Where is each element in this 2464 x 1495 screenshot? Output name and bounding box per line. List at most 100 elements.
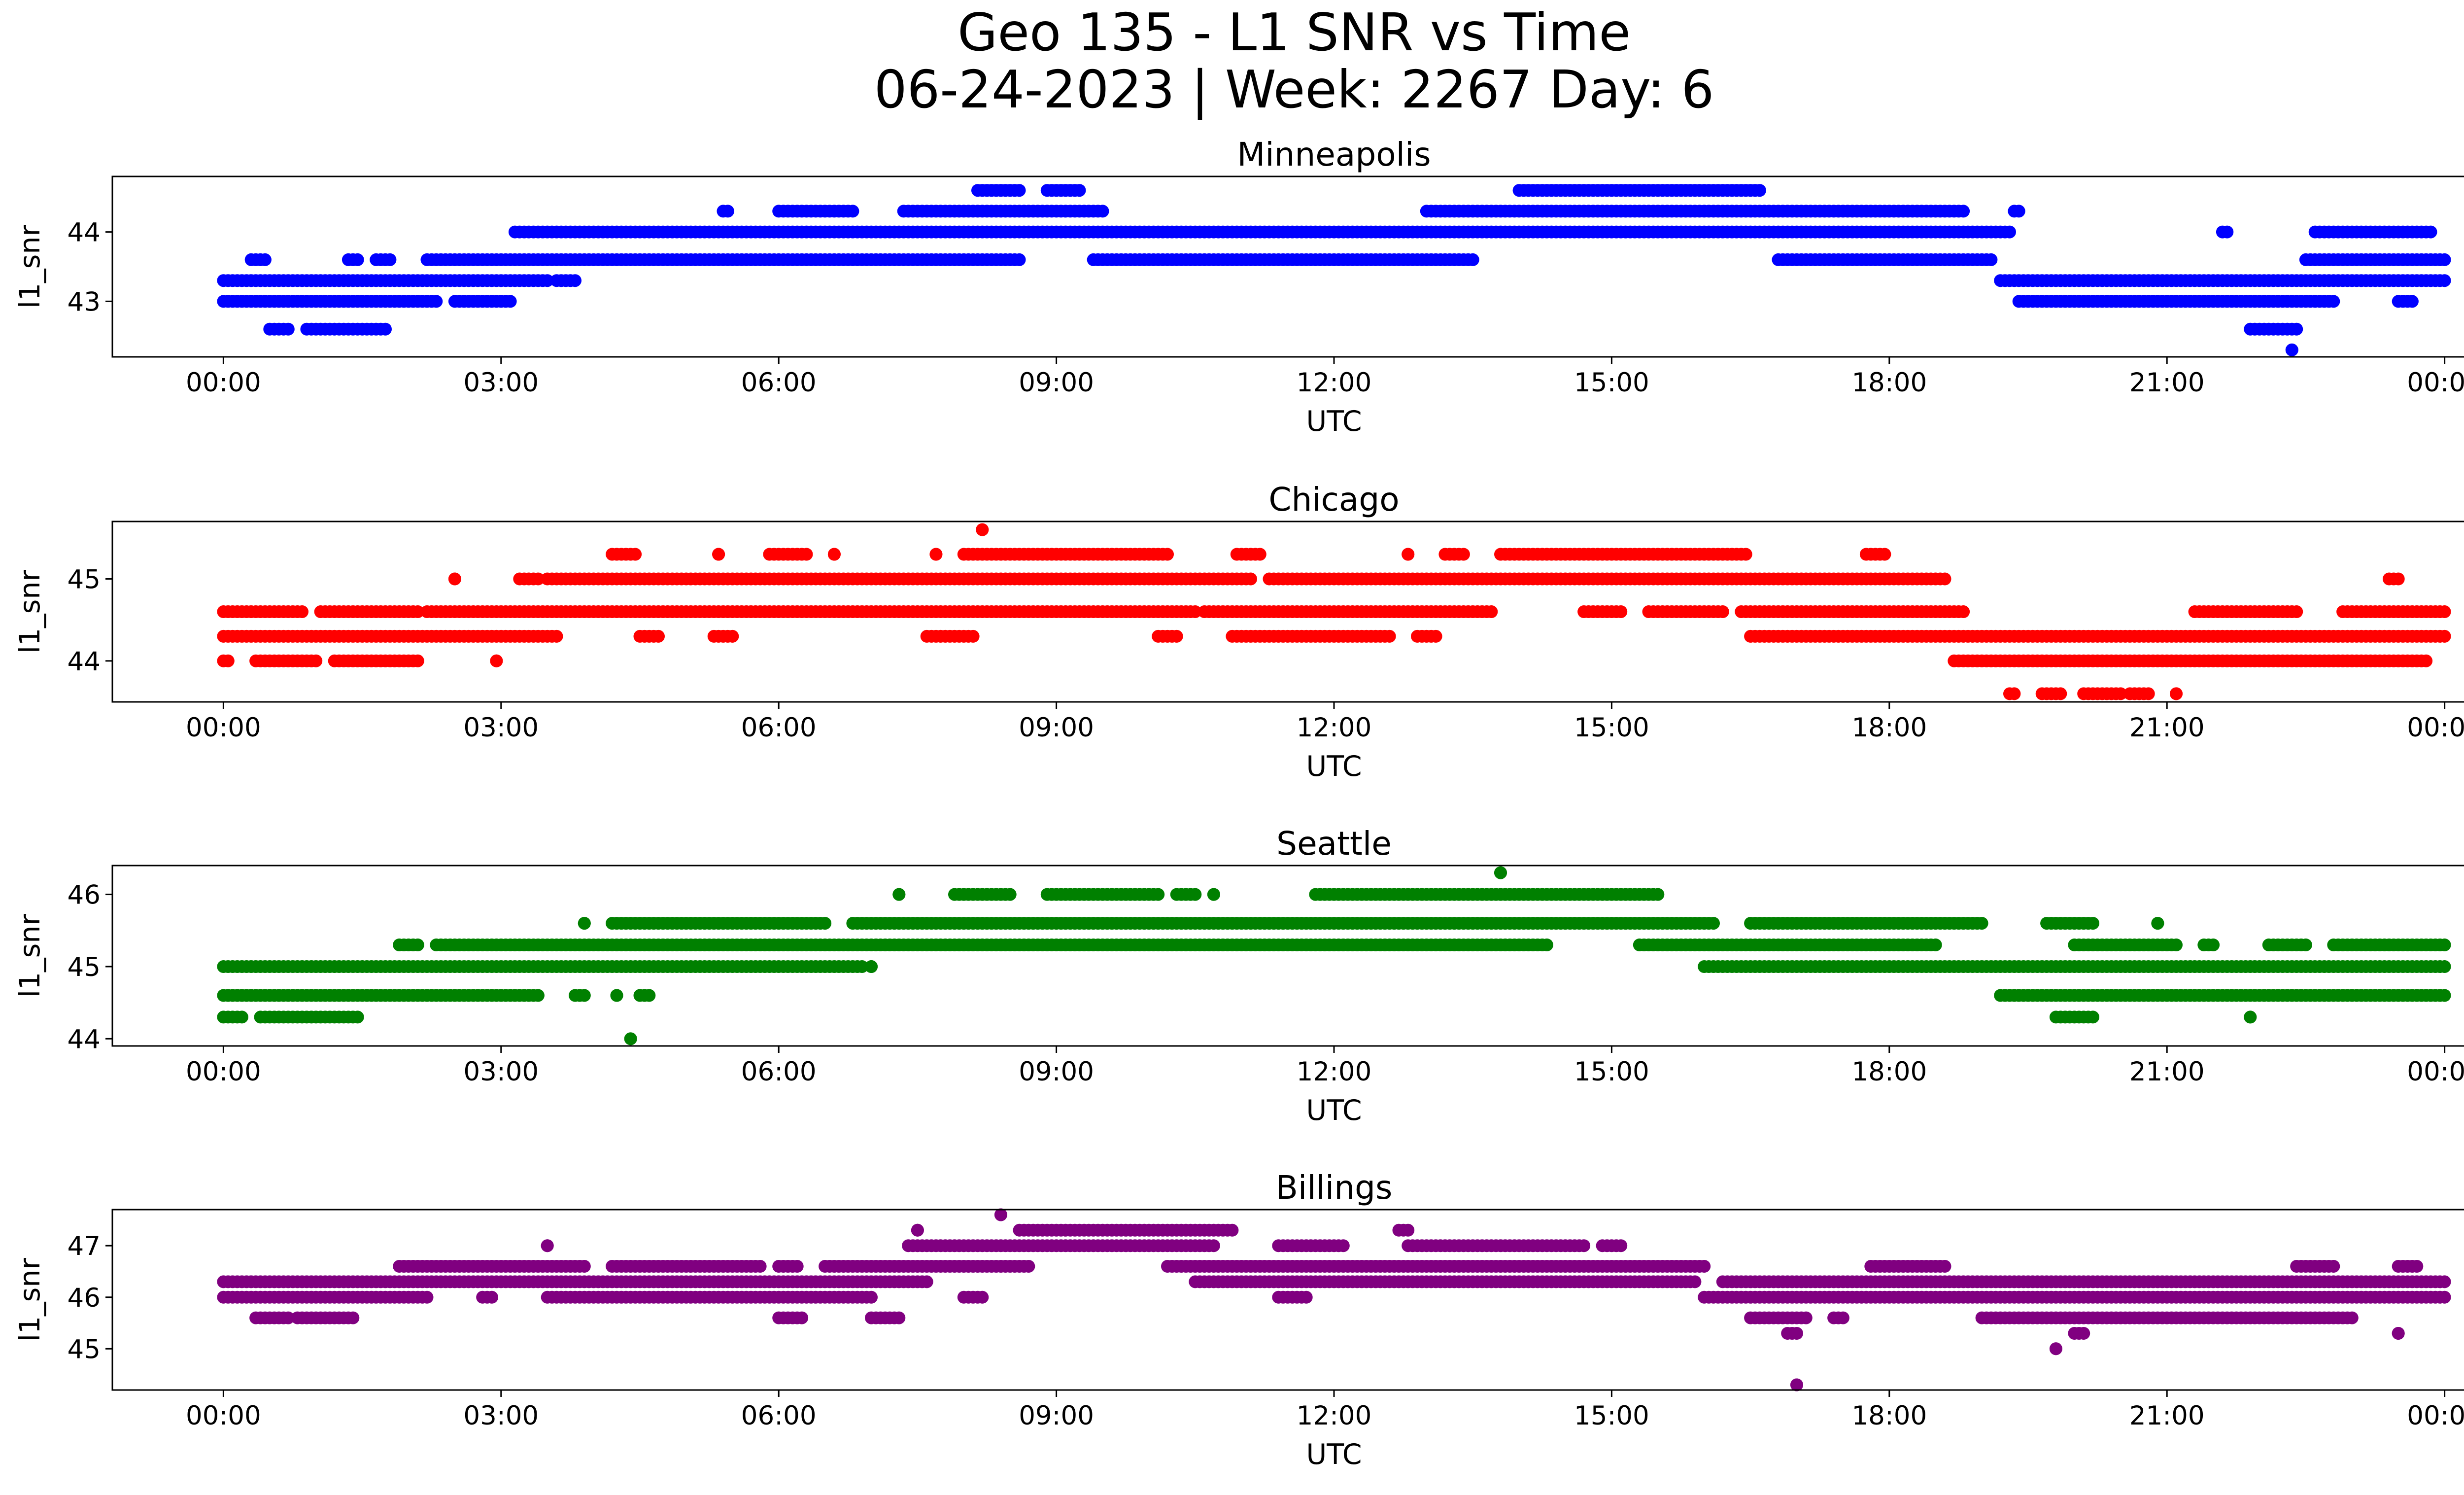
y-tick-label: 44 [68, 218, 101, 248]
x-tick-label: 06:00 [741, 368, 817, 398]
data-point [2170, 687, 2183, 700]
data-point [865, 1290, 878, 1304]
data-point [2392, 572, 2405, 586]
data-point [383, 253, 397, 266]
data-point [1022, 1260, 1035, 1273]
x-tick-label: 15:00 [1574, 713, 1649, 743]
data-point [2438, 605, 2451, 618]
data-point [1957, 605, 1970, 618]
data-point [351, 1010, 364, 1024]
data-point [2087, 917, 2099, 930]
y-axis-label: l1_snr [14, 914, 46, 998]
data-point [1466, 253, 1479, 266]
x-tick-label: 12:00 [1297, 1057, 1372, 1087]
x-tick-label: 03:00 [463, 713, 539, 743]
y-tick-label: 46 [68, 880, 101, 910]
axes-frame [111, 175, 2464, 358]
data-point [2207, 939, 2220, 951]
data-point [531, 989, 545, 1002]
subplot-title: Minneapolis [1237, 136, 1431, 174]
data-point [2438, 274, 2451, 287]
data-point [235, 1010, 248, 1024]
data-point [2405, 295, 2419, 308]
data-point [411, 654, 424, 667]
data-point [1938, 572, 1951, 586]
data-point [2003, 225, 2016, 239]
data-point [1383, 629, 1396, 643]
data-point [2327, 1260, 2340, 1273]
y-axis-label: l1_snr [14, 225, 46, 309]
data-point [1013, 253, 1026, 266]
data-point [652, 629, 665, 643]
data-point [578, 1260, 591, 1273]
data-point [2008, 687, 2021, 700]
data-point [1457, 548, 1470, 561]
data-point [712, 548, 725, 561]
x-tick-label: 15:00 [1574, 1057, 1649, 1087]
data-series-minneapolis [217, 184, 2451, 356]
data-point [541, 1239, 554, 1252]
data-point [411, 939, 424, 951]
data-point [2170, 939, 2183, 951]
x-tick-label: 03:00 [463, 1057, 539, 1087]
data-point [1651, 888, 1665, 901]
data-point [1402, 548, 1415, 561]
data-point [846, 205, 859, 218]
data-point [296, 605, 308, 618]
x-tick-label: 00:00 [2407, 1057, 2464, 1087]
data-point [2438, 1275, 2451, 1288]
y-tick-label: 44 [68, 647, 101, 677]
data-point [485, 1290, 498, 1304]
x-tick-label: 09:00 [1019, 368, 1094, 398]
data-point [610, 989, 623, 1002]
y-tick-label: 44 [68, 1024, 101, 1054]
x-tick-label: 00:00 [186, 368, 261, 398]
data-point [1739, 548, 1752, 561]
subplot-title: Chicago [1268, 481, 1399, 519]
data-point [1975, 917, 1988, 930]
data-point [1540, 939, 1553, 951]
data-point [865, 960, 878, 973]
x-tick-label: 00:00 [186, 713, 261, 743]
x-tick-label: 15:00 [1574, 368, 1649, 398]
data-point [531, 572, 545, 586]
data-point [1300, 1290, 1313, 1304]
x-tick-label: 18:00 [1851, 713, 1927, 743]
data-point [929, 548, 943, 561]
data-point [1073, 184, 1086, 197]
data-point [1244, 572, 1257, 586]
data-point [1096, 205, 1109, 218]
data-point [920, 1275, 933, 1288]
data-point [1938, 1260, 1951, 1273]
x-tick-label: 12:00 [1297, 713, 1372, 743]
data-point [2327, 295, 2340, 308]
data-point [2151, 917, 2164, 930]
x-tick-label: 21:00 [2129, 1057, 2205, 1087]
x-tick-label: 00:00 [186, 1057, 261, 1087]
x-tick-label: 06:00 [741, 1057, 817, 1087]
data-point [1985, 253, 1998, 266]
data-point [578, 989, 591, 1002]
figure-title-line1: Geo 135 - L1 SNR vs Time [958, 2, 1631, 63]
data-point [2142, 687, 2155, 700]
data-point [1688, 1275, 1702, 1288]
data-point [2438, 960, 2451, 973]
data-point [351, 253, 364, 266]
x-tick-label: 03:00 [463, 368, 539, 398]
y-tick-label: 43 [68, 287, 101, 317]
x-tick-label: 21:00 [2129, 713, 2205, 743]
data-point [2438, 939, 2451, 951]
x-tick-label: 00:00 [2407, 713, 2464, 743]
data-point [420, 1290, 434, 1304]
data-point [221, 654, 235, 667]
data-point [2424, 225, 2437, 239]
data-point [411, 605, 424, 618]
data-point [1929, 939, 1942, 951]
data-point [2244, 1010, 2257, 1024]
data-point [753, 1260, 767, 1273]
data-point [578, 917, 591, 930]
